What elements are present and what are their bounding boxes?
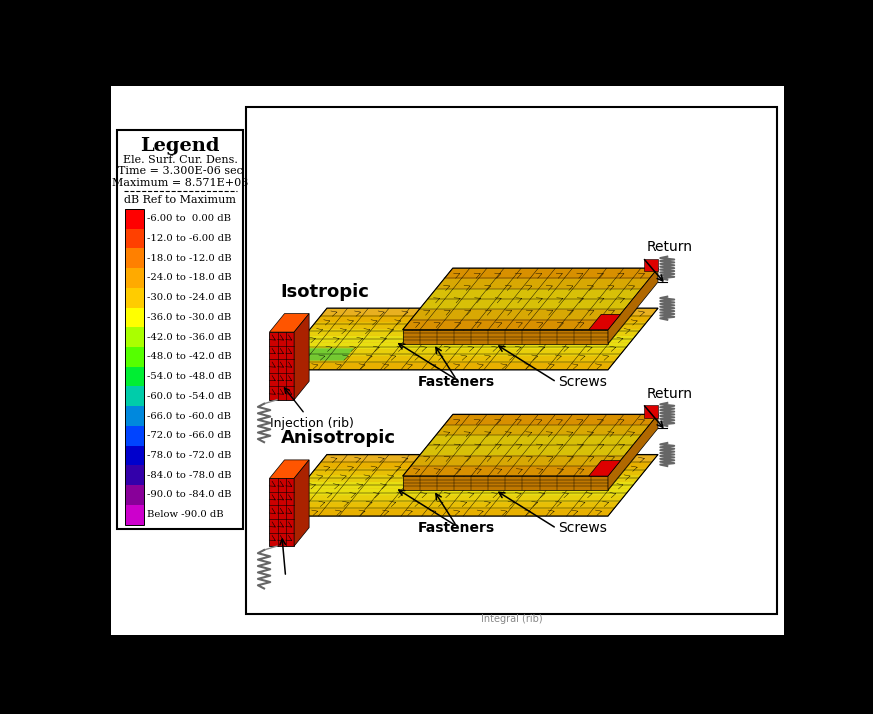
Text: -60.0 to -54.0 dB: -60.0 to -54.0 dB bbox=[148, 392, 232, 401]
Text: -66.0 to -60.0 dB: -66.0 to -60.0 dB bbox=[148, 411, 231, 421]
Text: Screws: Screws bbox=[558, 375, 607, 389]
Bar bbox=[125, 347, 144, 367]
Text: Below -90.0 dB: Below -90.0 dB bbox=[148, 511, 224, 519]
Text: -30.0 to -24.0 dB: -30.0 to -24.0 dB bbox=[148, 293, 232, 302]
Bar bbox=[125, 228, 144, 248]
Bar bbox=[125, 268, 144, 288]
Polygon shape bbox=[402, 466, 616, 476]
Polygon shape bbox=[305, 328, 642, 336]
Text: -72.0 to -66.0 dB: -72.0 to -66.0 dB bbox=[148, 431, 231, 441]
Polygon shape bbox=[288, 496, 625, 503]
Polygon shape bbox=[305, 475, 642, 482]
Polygon shape bbox=[402, 476, 608, 490]
Text: Fasteners: Fasteners bbox=[418, 521, 495, 536]
Polygon shape bbox=[428, 288, 642, 299]
Polygon shape bbox=[411, 309, 625, 319]
Text: -36.0 to -30.0 dB: -36.0 to -30.0 dB bbox=[148, 313, 231, 322]
Bar bbox=[125, 209, 144, 228]
Text: -54.0 to -48.0 dB: -54.0 to -48.0 dB bbox=[148, 372, 232, 381]
Bar bbox=[125, 288, 144, 308]
Text: Time = 3.300E-06 sec: Time = 3.300E-06 sec bbox=[118, 166, 243, 176]
Bar bbox=[125, 446, 144, 466]
Polygon shape bbox=[293, 488, 630, 496]
Polygon shape bbox=[310, 322, 647, 328]
Polygon shape bbox=[402, 268, 658, 330]
Polygon shape bbox=[402, 414, 658, 476]
Polygon shape bbox=[310, 468, 647, 475]
Polygon shape bbox=[436, 425, 650, 435]
Polygon shape bbox=[299, 336, 636, 343]
Bar bbox=[125, 367, 144, 386]
Bar bbox=[270, 332, 294, 400]
Bar bbox=[125, 505, 144, 525]
Text: dB Ref to Maximum: dB Ref to Maximum bbox=[124, 195, 237, 205]
Polygon shape bbox=[402, 319, 616, 330]
Text: Ele. Surf. Cur. Dens.: Ele. Surf. Cur. Dens. bbox=[123, 155, 237, 165]
Bar bbox=[125, 308, 144, 327]
Polygon shape bbox=[277, 509, 614, 516]
Bar bbox=[270, 478, 294, 546]
Polygon shape bbox=[291, 348, 354, 361]
Text: -18.0 to -12.0 dB: -18.0 to -12.0 dB bbox=[148, 253, 232, 263]
Text: Anisotropic: Anisotropic bbox=[281, 429, 395, 447]
Polygon shape bbox=[277, 308, 658, 370]
Bar bbox=[125, 327, 144, 347]
Text: -6.00 to  0.00 dB: -6.00 to 0.00 dB bbox=[148, 214, 231, 223]
Polygon shape bbox=[419, 446, 633, 456]
Polygon shape bbox=[444, 268, 658, 278]
Text: Legend: Legend bbox=[141, 137, 220, 155]
Text: Return: Return bbox=[647, 386, 692, 401]
Bar bbox=[125, 466, 144, 485]
Polygon shape bbox=[293, 343, 630, 349]
Text: -90.0 to -84.0 dB: -90.0 to -84.0 dB bbox=[148, 491, 232, 500]
Text: Screws: Screws bbox=[558, 521, 607, 536]
Text: Isotropic: Isotropic bbox=[281, 283, 369, 301]
Text: Fasteners: Fasteners bbox=[418, 375, 495, 389]
Bar bbox=[125, 426, 144, 446]
Polygon shape bbox=[299, 482, 636, 488]
Bar bbox=[644, 259, 658, 271]
Polygon shape bbox=[270, 460, 309, 478]
Bar bbox=[125, 386, 144, 406]
Bar bbox=[125, 485, 144, 505]
Polygon shape bbox=[288, 349, 625, 356]
Polygon shape bbox=[402, 330, 608, 343]
Bar bbox=[644, 406, 658, 418]
Bar bbox=[125, 248, 144, 268]
Polygon shape bbox=[608, 414, 658, 490]
Text: -84.0 to -78.0 dB: -84.0 to -78.0 dB bbox=[148, 471, 232, 480]
Polygon shape bbox=[428, 435, 642, 446]
Bar bbox=[125, 209, 144, 525]
Bar bbox=[125, 406, 144, 426]
Polygon shape bbox=[316, 461, 652, 468]
Polygon shape bbox=[270, 313, 309, 332]
Polygon shape bbox=[436, 278, 650, 288]
Bar bbox=[118, 131, 243, 529]
Polygon shape bbox=[419, 299, 633, 309]
Text: -24.0 to -18.0 dB: -24.0 to -18.0 dB bbox=[148, 273, 232, 283]
Polygon shape bbox=[588, 314, 621, 330]
Polygon shape bbox=[277, 363, 614, 370]
Polygon shape bbox=[294, 460, 309, 546]
Text: -12.0 to -6.00 dB: -12.0 to -6.00 dB bbox=[148, 234, 232, 243]
Polygon shape bbox=[283, 503, 619, 509]
Polygon shape bbox=[411, 456, 625, 466]
Bar bbox=[246, 107, 777, 614]
Polygon shape bbox=[588, 461, 621, 476]
Text: Maximum = 8.571E+03: Maximum = 8.571E+03 bbox=[112, 178, 249, 188]
Text: -42.0 to -36.0 dB: -42.0 to -36.0 dB bbox=[148, 333, 232, 341]
Text: -78.0 to -72.0 dB: -78.0 to -72.0 dB bbox=[148, 451, 232, 460]
Polygon shape bbox=[283, 356, 619, 363]
Polygon shape bbox=[316, 315, 652, 322]
Polygon shape bbox=[294, 313, 309, 400]
Text: Integral (rib): Integral (rib) bbox=[481, 613, 542, 623]
Text: Return: Return bbox=[647, 240, 692, 254]
Text: -48.0 to -42.0 dB: -48.0 to -42.0 dB bbox=[148, 353, 232, 361]
Polygon shape bbox=[608, 268, 658, 343]
Text: Injection (rib): Injection (rib) bbox=[271, 388, 354, 430]
Polygon shape bbox=[444, 414, 658, 425]
Polygon shape bbox=[277, 455, 658, 516]
